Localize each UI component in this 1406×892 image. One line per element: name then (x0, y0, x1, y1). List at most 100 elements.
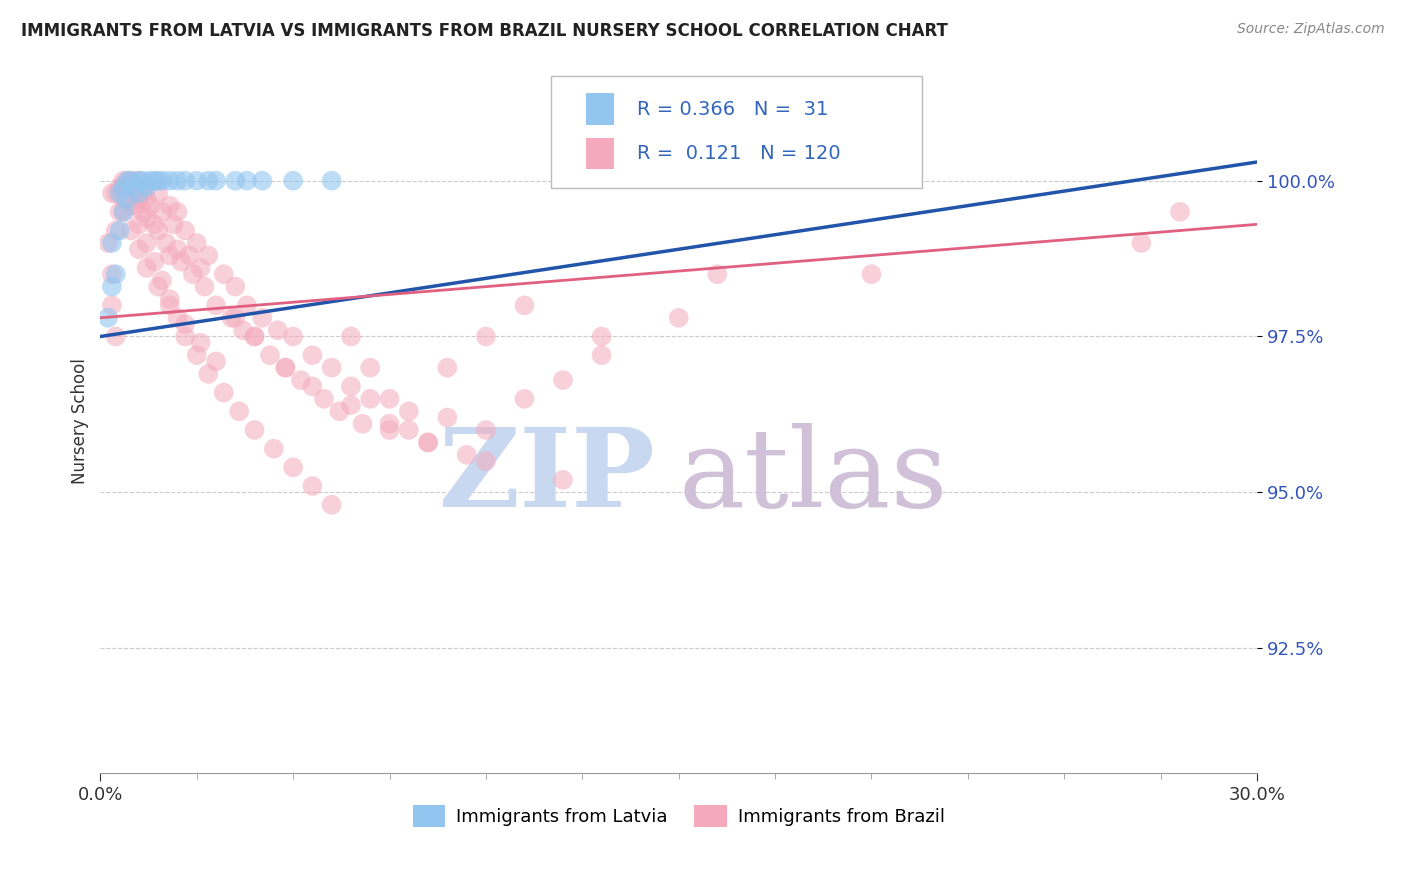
Point (159, 292, 181, 306)
Point (117, 180, 139, 194)
Bar (586, 137, 614, 169)
Point (148, 186, 170, 201)
Point (378, 417, 401, 431)
Point (186, 174, 208, 188)
Point (159, 199, 181, 213)
Point (135, 211, 157, 225)
Point (174, 174, 197, 188)
Point (321, 498, 343, 512)
Point (190, 335, 212, 350)
Point (177, 248, 200, 262)
Point (143, 217, 166, 231)
Point (155, 235, 177, 250)
Point (212, 385, 235, 400)
Point (328, 404, 350, 418)
Point (312, 392, 335, 406)
Point (416, 435, 439, 450)
Point (281, 174, 304, 188)
Point (321, 360, 343, 375)
Point (159, 298, 181, 312)
Point (112, 205, 135, 219)
Point (352, 417, 374, 431)
Text: Source: ZipAtlas.com: Source: ZipAtlas.com (1237, 22, 1385, 37)
Point (148, 223, 170, 237)
Point (301, 479, 323, 493)
Point (120, 174, 142, 188)
Point (108, 205, 131, 219)
Point (132, 205, 155, 219)
Point (398, 404, 420, 418)
Point (120, 223, 142, 237)
Point (139, 199, 162, 213)
Point (108, 186, 131, 201)
Point (197, 174, 219, 188)
Point (135, 193, 157, 207)
Point (117, 174, 139, 188)
Point (551, 473, 574, 487)
Point (101, 186, 124, 201)
Point (359, 392, 381, 406)
Point (166, 242, 188, 256)
Point (117, 174, 139, 188)
Legend: Immigrants from Latvia, Immigrants from Brazil: Immigrants from Latvia, Immigrants from … (405, 797, 952, 834)
Point (378, 423, 401, 437)
Point (263, 442, 285, 456)
Point (301, 348, 323, 362)
Point (128, 174, 150, 188)
Point (148, 279, 170, 293)
Point (224, 174, 246, 188)
Point (212, 267, 235, 281)
Point (378, 392, 401, 406)
Point (591, 329, 613, 343)
Point (101, 267, 124, 281)
Point (124, 180, 146, 194)
Point (205, 174, 228, 188)
Point (128, 217, 150, 231)
FancyBboxPatch shape (551, 76, 921, 188)
Point (475, 454, 498, 468)
Point (120, 186, 142, 201)
Text: R =  0.121   N = 120: R = 0.121 N = 120 (637, 144, 841, 163)
Point (150, 205, 173, 219)
Point (143, 254, 166, 268)
Point (513, 392, 536, 406)
Point (97, 310, 120, 325)
Point (190, 260, 212, 275)
Point (236, 174, 259, 188)
Point (128, 186, 150, 201)
Point (150, 273, 173, 287)
Point (104, 267, 127, 281)
Point (197, 367, 219, 381)
Point (551, 373, 574, 387)
Point (475, 423, 498, 437)
Point (281, 460, 304, 475)
Text: R = 0.366   N =  31: R = 0.366 N = 31 (637, 100, 828, 119)
Point (117, 193, 139, 207)
Point (112, 180, 135, 194)
Point (232, 323, 254, 337)
Text: ZIP: ZIP (439, 424, 655, 531)
Point (112, 205, 135, 219)
Point (860, 267, 883, 281)
Point (181, 267, 204, 281)
Point (128, 193, 150, 207)
Point (513, 298, 536, 312)
Point (108, 223, 131, 237)
Point (475, 329, 498, 343)
Point (101, 235, 124, 250)
Text: IMMIGRANTS FROM LATVIA VS IMMIGRANTS FROM BRAZIL NURSERY SCHOOL CORRELATION CHAR: IMMIGRANTS FROM LATVIA VS IMMIGRANTS FRO… (21, 22, 948, 40)
Point (159, 174, 181, 188)
Point (591, 348, 613, 362)
Point (101, 279, 124, 293)
Point (186, 348, 208, 362)
Point (174, 223, 197, 237)
Point (290, 373, 312, 387)
Point (706, 267, 728, 281)
Point (267, 323, 290, 337)
Point (135, 260, 157, 275)
Point (124, 180, 146, 194)
Point (132, 174, 155, 188)
Point (221, 310, 243, 325)
Point (112, 174, 135, 188)
Point (132, 186, 155, 201)
